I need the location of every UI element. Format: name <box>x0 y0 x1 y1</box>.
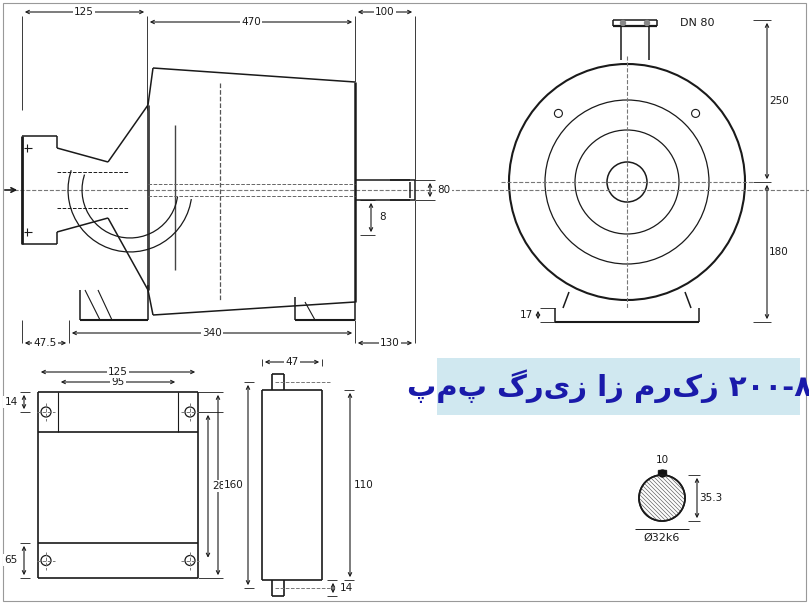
Circle shape <box>645 21 650 25</box>
Text: 125: 125 <box>74 7 94 17</box>
Text: 65: 65 <box>4 555 18 565</box>
Text: 10: 10 <box>655 455 668 465</box>
Bar <box>437 358 800 415</box>
Text: 14: 14 <box>339 583 353 593</box>
Text: 80: 80 <box>438 185 451 195</box>
Text: 340: 340 <box>202 328 222 338</box>
Text: 8: 8 <box>379 212 387 222</box>
Text: 125: 125 <box>108 367 128 377</box>
Text: پمپ گریز از مرکز ۲۰۰-۸۰: پمپ گریز از مرکز ۲۰۰-۸۰ <box>407 370 809 403</box>
Text: 110: 110 <box>354 480 374 490</box>
Text: 250: 250 <box>769 96 789 106</box>
Text: 345: 345 <box>222 480 242 490</box>
Text: 100: 100 <box>375 7 395 17</box>
Text: DN 80: DN 80 <box>680 18 714 28</box>
Polygon shape <box>658 470 666 475</box>
Text: 14: 14 <box>4 397 18 407</box>
Text: 130: 130 <box>380 338 400 348</box>
Text: Ø32k6: Ø32k6 <box>644 533 680 543</box>
Text: 95: 95 <box>112 377 125 387</box>
Text: 470: 470 <box>241 17 260 27</box>
Text: 47.5: 47.5 <box>33 338 57 348</box>
Text: 35.3: 35.3 <box>699 493 722 503</box>
Text: 47: 47 <box>286 357 299 367</box>
Circle shape <box>621 21 625 25</box>
Polygon shape <box>639 475 685 521</box>
Text: 17: 17 <box>519 310 532 320</box>
Text: 160: 160 <box>224 480 244 490</box>
Text: 280: 280 <box>212 481 232 491</box>
Text: 180: 180 <box>769 247 789 257</box>
